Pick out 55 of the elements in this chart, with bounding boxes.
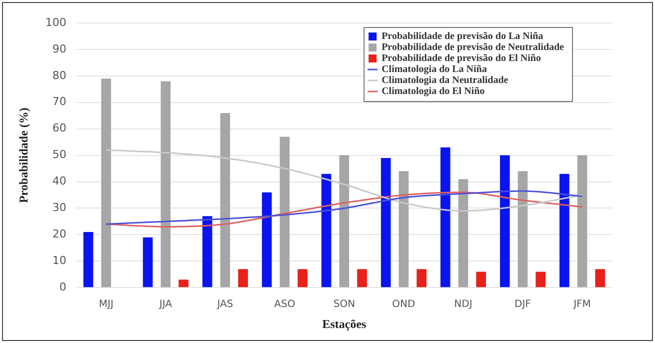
x-tick-label: JAS [216,299,234,310]
y-tick-label: 0 [59,280,66,294]
bar [559,174,570,288]
bar [458,179,468,288]
y-tick-label: 70 [52,95,66,108]
y-tick-label: 80 [52,68,66,82]
x-axis-title: Estações [322,316,367,331]
legend-label: Climatologia do El Niño [382,86,485,98]
bar [280,136,290,288]
bar [321,174,332,288]
bar [298,269,308,288]
bar [536,272,546,288]
bar [83,232,94,288]
legend-label: Climatologia da Neutralidade [382,75,509,86]
bar [357,269,367,288]
legend-label: Probabilidade de previsão de Neutralidade [382,42,565,54]
x-tick-label: MJJ [98,299,114,310]
y-tick-label: 40 [52,174,66,188]
x-tick-label: JFM [572,299,591,310]
bar [380,158,391,288]
bar [577,155,588,288]
bar [595,269,606,288]
bar [101,78,112,288]
y-tick-label: 90 [52,42,66,56]
y-tick-label: 60 [52,122,66,135]
y-axis-title: Probabilidade (%) [16,108,30,204]
bar [339,155,350,288]
bar [178,280,188,288]
y-tick-label: 50 [52,148,66,162]
line-series [105,149,583,212]
y-tick-label: 10 [52,254,66,267]
bar [238,269,248,288]
x-tick-label: DJF [514,299,532,310]
x-tick-label: OND [392,299,416,310]
bar [416,269,426,288]
x-tick-label: SON [333,299,356,310]
x-tick-label: NDJ [454,299,472,310]
bar [220,112,230,288]
bar [398,171,409,288]
bar [440,147,450,288]
x-tick-label: JJA [158,299,172,310]
bar [518,171,528,288]
y-tick-label: 30 [52,201,66,214]
y-tick-label: 20 [52,228,66,241]
bar [500,155,510,288]
bar [262,192,272,288]
legend-label: Probabilidade de previsão do El Niño [382,53,541,64]
legend-label: Climatologia do La Niña [382,64,487,76]
bar [202,216,212,288]
bar [160,81,171,288]
bar [476,272,486,288]
y-tick-label: 100 [45,16,66,29]
bar [142,237,153,288]
legend-label: Probabilidade de previsão do La Niña [382,31,544,42]
x-tick-label: ASO [274,299,296,310]
